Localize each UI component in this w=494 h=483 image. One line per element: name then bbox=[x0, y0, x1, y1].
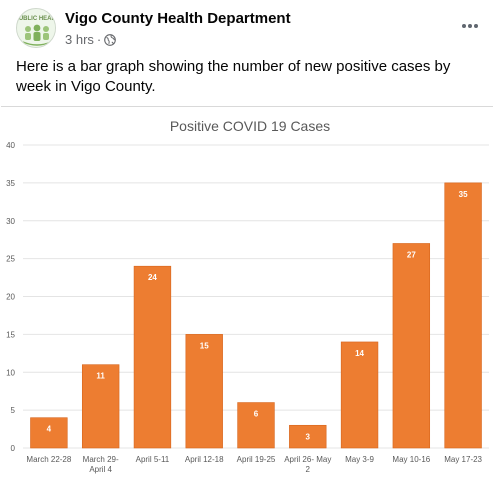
post-message: Here is a bar graph showing the number o… bbox=[16, 58, 451, 95]
y-tick-label: 0 bbox=[11, 444, 16, 453]
x-axis-ticks: March 22-28 March 29-April 4 April 5-11 Apr… bbox=[26, 455, 482, 474]
x-tick-label: April 4 bbox=[89, 465, 112, 474]
bar bbox=[185, 334, 223, 449]
y-tick-label: 10 bbox=[6, 368, 15, 377]
y-tick-label: 35 bbox=[6, 179, 15, 188]
post-header: UBLIC HEAL Vigo County Health Department… bbox=[16, 8, 486, 54]
x-tick-label: 2 bbox=[306, 465, 311, 474]
data-label: 4 bbox=[47, 425, 52, 434]
more-horizontal-icon bbox=[462, 24, 478, 28]
data-label: 15 bbox=[200, 341, 209, 350]
x-tick-label: April 19-25 bbox=[237, 455, 276, 464]
data-label: 6 bbox=[254, 410, 259, 419]
data-label: 3 bbox=[306, 432, 311, 441]
globe-icon bbox=[104, 33, 117, 46]
y-tick-label: 40 bbox=[6, 141, 15, 150]
x-tick-label: May 3-9 bbox=[345, 455, 374, 464]
post-meta: 3 hrs · bbox=[65, 32, 117, 47]
data-label: 14 bbox=[355, 349, 364, 358]
chart-title: Positive COVID 19 Cases bbox=[170, 118, 330, 134]
x-tick-label: May 10-16 bbox=[392, 455, 430, 464]
avatar-text: UBLIC HEAL bbox=[19, 16, 56, 22]
data-label: 11 bbox=[96, 372, 105, 381]
x-tick-label: May 17-23 bbox=[444, 455, 482, 464]
y-tick-label: 15 bbox=[6, 330, 15, 339]
x-tick-label: April 26- May bbox=[284, 455, 331, 464]
bar bbox=[81, 364, 120, 449]
y-axis-ticks: 0 5 10 15 20 25 30 35 40 bbox=[6, 141, 15, 453]
bar-chart: Positive COVID 19 Cases 0510152025303540… bbox=[6, 118, 489, 474]
bar bbox=[30, 417, 68, 449]
x-tick-label: March 22-28 bbox=[26, 455, 71, 464]
data-labels: 4 11 24 15 6 3 14 27 35 bbox=[47, 190, 468, 441]
post-image-chart[interactable]: Positive COVID 19 Cases 0 5 10 15 20 25 30 35 40… bbox=[1, 106, 493, 483]
page-name-link[interactable]: Vigo County Health Department bbox=[65, 10, 291, 27]
y-tick-label: 5 bbox=[11, 406, 16, 415]
post-timestamp[interactable]: 3 hrs bbox=[65, 32, 94, 47]
bars bbox=[30, 182, 482, 449]
bar bbox=[444, 182, 482, 449]
meta-separator: · bbox=[96, 32, 102, 47]
page-avatar[interactable]: UBLIC HEAL bbox=[16, 8, 56, 48]
data-label: 27 bbox=[407, 250, 416, 259]
y-tick-label: 25 bbox=[6, 255, 15, 264]
bar bbox=[289, 424, 327, 449]
y-tick-label: 20 bbox=[6, 293, 15, 302]
x-tick-label: April 12-18 bbox=[185, 455, 224, 464]
x-tick-label: April 5-11 bbox=[136, 455, 170, 464]
avatar-logo-icon: UBLIC HEAL bbox=[17, 9, 56, 47]
data-label: 35 bbox=[459, 190, 468, 199]
data-label: 24 bbox=[148, 273, 157, 282]
bar bbox=[133, 265, 172, 449]
bar bbox=[392, 243, 431, 449]
more-options-button[interactable] bbox=[456, 14, 484, 38]
x-tick-label: March 29- bbox=[83, 455, 119, 464]
y-tick-label: 30 bbox=[6, 217, 15, 226]
bar bbox=[340, 341, 379, 449]
bar bbox=[237, 402, 275, 449]
